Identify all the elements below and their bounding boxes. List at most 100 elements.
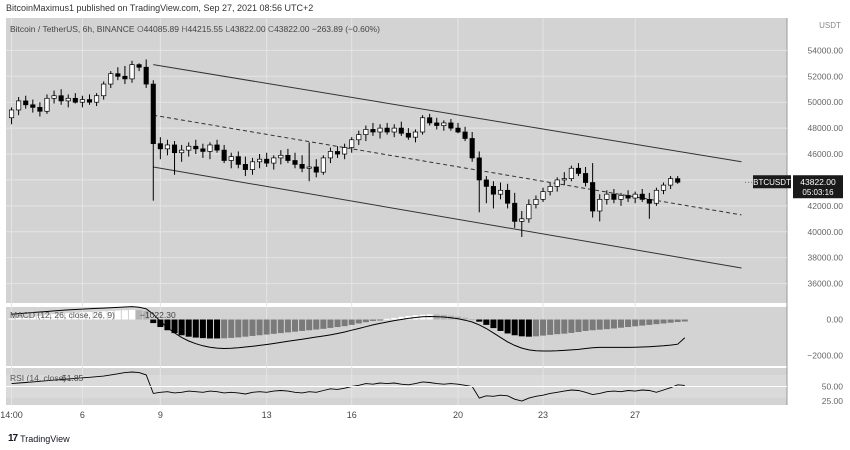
candle[interactable] (377, 124, 383, 139)
candle[interactable] (448, 119, 454, 131)
candle[interactable] (611, 189, 617, 204)
price-tick-label: 54000.00 (808, 45, 844, 55)
candle[interactable] (94, 93, 100, 107)
candle-body (292, 160, 298, 165)
candle[interactable] (207, 142, 213, 160)
candle[interactable] (554, 177, 560, 192)
candle[interactable] (157, 137, 163, 160)
candle[interactable] (264, 152, 270, 167)
candle[interactable] (334, 146, 341, 158)
candle[interactable] (668, 176, 674, 189)
candle[interactable] (583, 166, 589, 187)
candle[interactable] (625, 190, 631, 202)
candle[interactable] (200, 143, 206, 158)
candle[interactable] (285, 148, 291, 164)
candle[interactable] (490, 181, 496, 209)
candle[interactable] (398, 121, 404, 136)
candle[interactable] (235, 151, 241, 169)
candle[interactable] (427, 113, 433, 126)
candle[interactable] (65, 94, 71, 108)
candle[interactable] (412, 129, 419, 143)
candle[interactable] (72, 93, 78, 104)
candle[interactable] (122, 65, 128, 85)
candle[interactable] (476, 151, 482, 213)
candle[interactable] (249, 157, 256, 175)
candle[interactable] (242, 156, 248, 177)
candle[interactable] (497, 182, 504, 200)
candle[interactable] (320, 155, 326, 175)
chart-area[interactable]: 54000.00 52000.00 50000.00 48000.00 46000.00… (0, 16, 850, 428)
candle[interactable] (86, 94, 93, 105)
candle[interactable] (79, 95, 85, 108)
candle[interactable] (547, 182, 553, 196)
candle[interactable] (533, 195, 539, 209)
candle[interactable] (639, 189, 645, 202)
candle[interactable] (214, 139, 220, 153)
candle[interactable] (228, 152, 234, 169)
candle[interactable] (129, 60, 135, 83)
candle-body (157, 143, 163, 150)
candle[interactable] (136, 63, 142, 72)
candle[interactable] (590, 163, 596, 218)
candle[interactable] (101, 81, 107, 100)
candle[interactable] (441, 120, 447, 131)
candle[interactable] (575, 163, 582, 177)
candle[interactable] (462, 126, 468, 142)
candle[interactable] (271, 155, 277, 170)
candle[interactable] (221, 144, 227, 164)
candle[interactable] (420, 115, 426, 135)
candle[interactable] (519, 211, 525, 237)
candle[interactable] (405, 128, 411, 140)
candle[interactable] (632, 191, 638, 204)
candle[interactable] (561, 172, 567, 186)
candle[interactable] (604, 190, 610, 205)
candle[interactable] (675, 176, 681, 184)
candle[interactable] (171, 141, 178, 175)
candle[interactable] (313, 159, 319, 178)
candle[interactable] (193, 139, 199, 155)
candle[interactable] (257, 154, 263, 169)
candle[interactable] (512, 192, 518, 228)
candle[interactable] (384, 122, 390, 135)
candle[interactable] (30, 99, 36, 113)
candle[interactable] (526, 199, 532, 223)
candle[interactable] (108, 71, 114, 88)
candle[interactable] (179, 144, 185, 162)
candle[interactable] (58, 89, 64, 105)
candle[interactable] (16, 97, 22, 116)
candle[interactable] (292, 152, 298, 169)
candle[interactable] (391, 124, 397, 138)
candle[interactable] (327, 147, 333, 164)
candle[interactable] (660, 182, 667, 195)
candle[interactable] (150, 80, 156, 201)
candle[interactable] (143, 59, 149, 88)
candle[interactable] (8, 107, 15, 125)
candle[interactable] (356, 130, 362, 145)
candle[interactable] (44, 94, 50, 114)
candle[interactable] (342, 143, 348, 160)
candle[interactable] (434, 117, 440, 130)
candle[interactable] (483, 176, 489, 204)
candle[interactable] (455, 122, 461, 134)
candle[interactable] (186, 142, 192, 157)
candle[interactable] (278, 150, 284, 165)
candle[interactable] (646, 192, 652, 219)
candle[interactable] (349, 137, 355, 153)
candle[interactable] (370, 122, 376, 136)
candle[interactable] (51, 90, 57, 104)
candle[interactable] (115, 67, 121, 81)
candle[interactable] (23, 95, 29, 109)
candle[interactable] (37, 102, 43, 117)
candle[interactable] (469, 132, 475, 162)
candle[interactable] (505, 183, 511, 209)
candle[interactable] (363, 125, 369, 142)
candle[interactable] (653, 187, 659, 206)
candle[interactable] (306, 142, 312, 182)
candle[interactable] (299, 155, 305, 173)
footer[interactable]: 17 TradingView (8, 433, 70, 444)
candle[interactable] (618, 192, 624, 206)
candle[interactable] (164, 139, 170, 156)
candle[interactable] (597, 194, 603, 222)
candle[interactable] (540, 187, 546, 202)
candle[interactable] (568, 165, 574, 182)
